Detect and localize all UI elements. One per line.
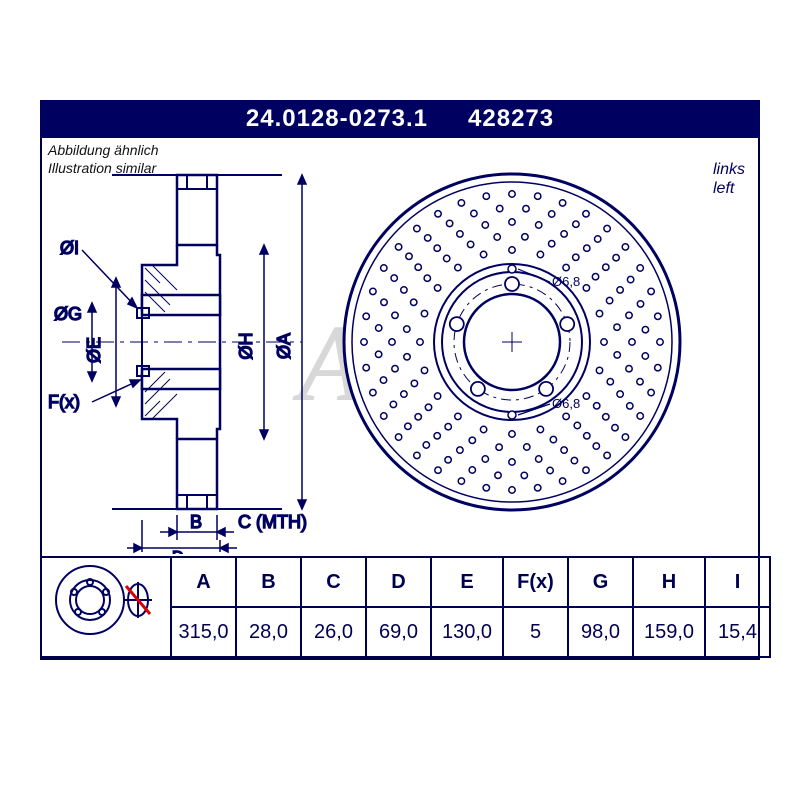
col-Fx: F(x)	[503, 557, 568, 607]
front-face: Ø6,8 Ø6,8	[344, 174, 680, 510]
val-H: 159,0	[633, 607, 705, 657]
col-I: I	[705, 557, 770, 607]
svg-text:ØG: ØG	[54, 304, 82, 324]
val-D: 69,0	[366, 607, 431, 657]
val-I: 15,4	[705, 607, 770, 657]
svg-text:Ø6,8: Ø6,8	[552, 274, 580, 289]
col-A: A	[171, 557, 236, 607]
col-G: G	[568, 557, 633, 607]
table-header-row: A B C D E F(x) G H I	[41, 557, 770, 607]
svg-text:Ø6,8: Ø6,8	[552, 396, 580, 411]
header-bar: 24.0128-0273.1 428273	[40, 100, 760, 138]
rotor-icon-cell	[41, 557, 171, 657]
short-code: 428273	[468, 105, 554, 133]
svg-text:C (MTH): C (MTH)	[238, 512, 307, 532]
part-number: 24.0128-0273.1	[246, 105, 428, 133]
technical-drawing: ATE	[42, 140, 758, 554]
svg-text:B: B	[190, 512, 202, 532]
svg-text:ØA: ØA	[274, 333, 294, 359]
col-C: C	[301, 557, 366, 607]
col-B: B	[236, 557, 301, 607]
svg-text:ØE: ØE	[84, 337, 104, 363]
val-G: 98,0	[568, 607, 633, 657]
val-Fx: 5	[503, 607, 568, 657]
val-C: 26,0	[301, 607, 366, 657]
val-A: 315,0	[171, 607, 236, 657]
svg-text:D: D	[172, 549, 184, 554]
val-E: 130,0	[431, 607, 503, 657]
svg-text:ØH: ØH	[236, 333, 256, 360]
col-D: D	[366, 557, 431, 607]
val-B: 28,0	[236, 607, 301, 657]
dimensions-table: A B C D E F(x) G H I 315,0 28,0 26,0 69,…	[40, 556, 771, 658]
col-E: E	[431, 557, 503, 607]
col-H: H	[633, 557, 705, 607]
svg-text:ØI: ØI	[60, 238, 79, 258]
svg-text:F(x): F(x)	[48, 392, 80, 412]
